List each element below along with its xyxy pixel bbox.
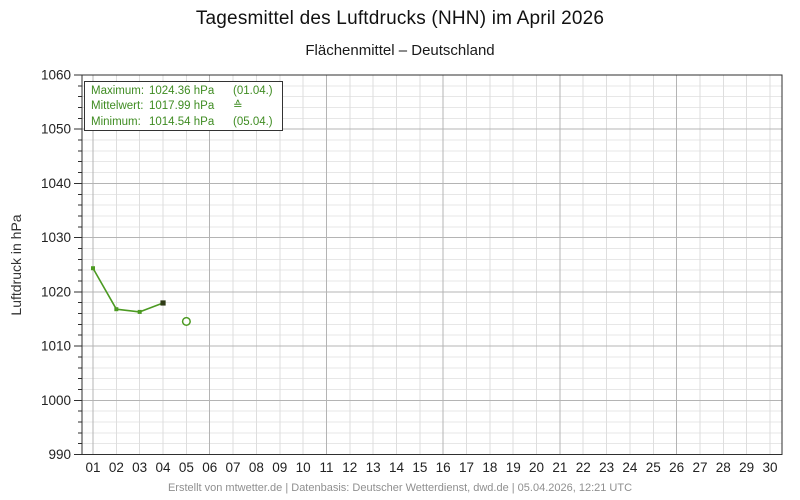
x-tick-label: 29 bbox=[739, 460, 754, 475]
x-tick-label: 20 bbox=[529, 460, 544, 475]
x-tick-label: 25 bbox=[646, 460, 661, 475]
y-tick-label: 990 bbox=[48, 447, 71, 462]
gridlines-minor-horizontal bbox=[82, 85, 782, 445]
legend-max-label: Maximum: bbox=[91, 85, 145, 97]
stats-legend-box: Maximum: 1024.36 hPa (01.04.) Mittelwert… bbox=[84, 81, 283, 131]
gridlines-major-horizontal bbox=[82, 128, 782, 401]
y-tick-label: 1010 bbox=[41, 339, 71, 354]
x-tick-label: 21 bbox=[552, 460, 567, 475]
x-tick-label: 04 bbox=[156, 460, 172, 475]
x-tick-label: 06 bbox=[202, 460, 217, 475]
legend-min-value: 1014.54 hPa bbox=[149, 115, 215, 128]
x-tick-label: 02 bbox=[109, 460, 124, 475]
x-tick-label: 19 bbox=[506, 460, 521, 475]
gridlines-vertical bbox=[92, 75, 771, 455]
x-tick-label: 24 bbox=[622, 460, 638, 475]
x-tick-label: 18 bbox=[482, 460, 497, 475]
x-tick-label: 03 bbox=[132, 460, 147, 475]
y-tick-label: 1030 bbox=[41, 230, 71, 245]
y-tick-label: 1050 bbox=[41, 122, 71, 137]
credit-line: Erstellt von mtwetter.de | Datenbasis: D… bbox=[167, 482, 633, 494]
legend-max-value: 1024.36 hPa bbox=[149, 85, 215, 97]
x-tick-label: 01 bbox=[85, 460, 100, 475]
legend-mean-label: Mittelwert: bbox=[91, 100, 144, 113]
x-tick-label: 15 bbox=[412, 460, 427, 475]
x-tick-label: 27 bbox=[692, 460, 707, 475]
x-tick-label: 10 bbox=[296, 460, 311, 475]
y-tick-label: 1040 bbox=[41, 176, 71, 191]
legend-max-date: (01.04.) bbox=[233, 85, 273, 97]
y-axis-ticks-and-labels: 990 1000 1010 1020 1030 1040 1050 1060 bbox=[41, 68, 82, 462]
x-tick-label: 14 bbox=[389, 460, 405, 475]
data-series-2 bbox=[181, 316, 191, 327]
legend-min-label: Minimum: bbox=[91, 115, 141, 128]
data-series-1 bbox=[91, 266, 166, 314]
legend-row-minimum: Minimum: 1014.54 hPa (05.04.) bbox=[91, 115, 276, 130]
y-tick-label: 1000 bbox=[41, 393, 71, 408]
chart-title: Tagesmittel des Luftdrucks (NHN) im Apri… bbox=[195, 8, 605, 29]
chart-subtitle: Flächenmittel – Deutschland bbox=[305, 42, 495, 59]
x-tick-label: 23 bbox=[599, 460, 614, 475]
x-tick-label: 13 bbox=[366, 460, 381, 475]
series-line bbox=[92, 267, 164, 313]
x-tick-label: 09 bbox=[272, 460, 287, 475]
x-tick-label: 22 bbox=[576, 460, 591, 475]
data-point bbox=[91, 266, 95, 271]
x-tick-label: 28 bbox=[716, 460, 731, 475]
x-tick-label: 07 bbox=[226, 460, 241, 475]
x-tick-label: 26 bbox=[669, 460, 684, 475]
x-tick-label: 12 bbox=[342, 460, 357, 475]
plot-border bbox=[81, 74, 783, 456]
x-tick-label: 17 bbox=[459, 460, 474, 475]
x-tick-label: 11 bbox=[319, 460, 333, 475]
legend-row-maximum: Maximum: 1024.36 hPa (01.04.) bbox=[91, 84, 276, 99]
legend-min-date: (05.04.) bbox=[233, 115, 273, 128]
x-tick-label: 08 bbox=[249, 460, 264, 475]
y-tick-label: 1060 bbox=[41, 68, 71, 83]
x-tick-label: 16 bbox=[436, 460, 451, 475]
data-point bbox=[137, 309, 142, 314]
data-point bbox=[114, 307, 119, 312]
x-tick-label: 05 bbox=[179, 460, 194, 475]
legend-row-mean: Mittelwert: 1017.99 hPa ≙ bbox=[91, 99, 276, 114]
y-tick-label: 1020 bbox=[41, 284, 71, 299]
x-tick-label: 30 bbox=[762, 460, 777, 475]
data-point-open-circle bbox=[181, 316, 191, 327]
data-point-current-day bbox=[160, 300, 166, 306]
x-axis-labels: 01 02 03 04 05 06 07 08 09 10 11 12 13 14 15 16 17 18 19 20… bbox=[85, 460, 777, 475]
corresponds-to-icon: ≙ bbox=[233, 100, 243, 113]
legend-mean-value: 1017.99 hPa bbox=[149, 100, 215, 113]
